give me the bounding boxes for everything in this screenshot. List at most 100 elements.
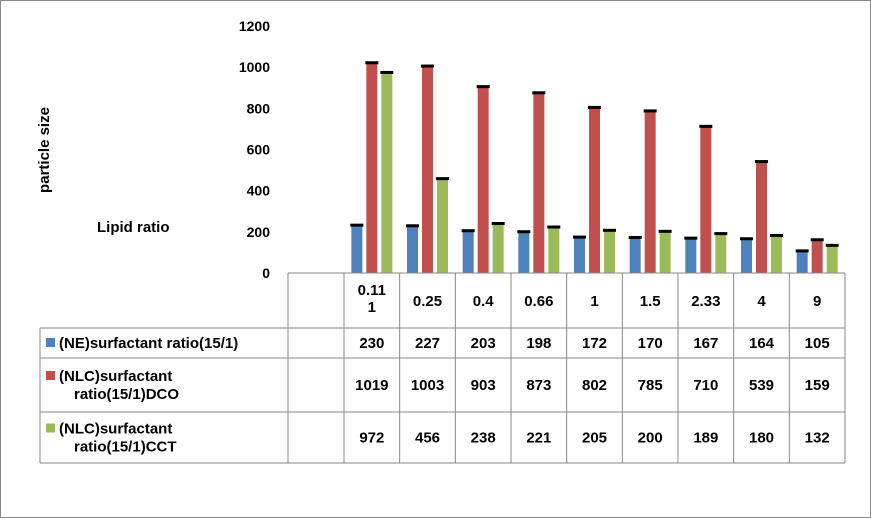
- y-axis-title: particle size: [36, 107, 53, 193]
- error-bar: [684, 236, 698, 240]
- bar: [826, 245, 838, 273]
- category-label: 0.25: [413, 293, 442, 310]
- data-cell: 539: [749, 377, 774, 394]
- y-tick-label: 1000: [239, 59, 270, 75]
- data-cell: 710: [693, 377, 718, 394]
- error-bar: [740, 237, 753, 241]
- category-label: 0.66: [524, 293, 553, 310]
- error-bar: [770, 233, 783, 237]
- error-bar: [476, 85, 490, 89]
- data-cell: 170: [638, 335, 663, 352]
- bar: [756, 162, 767, 273]
- data-cell: 230: [359, 335, 384, 352]
- bar: [366, 63, 378, 274]
- bar: [604, 230, 615, 273]
- category-label: 4: [757, 293, 766, 310]
- data-cell: 238: [471, 430, 496, 447]
- data-cell: 198: [526, 335, 551, 352]
- data-cell: 456: [415, 430, 440, 447]
- category-label: 1: [590, 293, 598, 310]
- data-cell: 205: [582, 430, 607, 447]
- bar: [574, 237, 585, 273]
- data-cell: 802: [582, 377, 607, 394]
- data-cell: 221: [526, 430, 551, 447]
- category-label: 0.11: [358, 282, 386, 299]
- bar: [462, 231, 474, 273]
- error-bar: [365, 61, 379, 65]
- bar: [518, 232, 530, 273]
- bar: [659, 231, 671, 273]
- legend-label: (NE)surfactant ratio(15/1): [59, 335, 238, 352]
- y-tick-label: 400: [247, 183, 271, 199]
- data-cell: 972: [359, 430, 384, 447]
- category-label: 1: [368, 299, 376, 316]
- data-cell: 203: [471, 335, 496, 352]
- bar: [381, 72, 393, 274]
- error-bar: [699, 124, 713, 128]
- data-cell: 785: [638, 377, 663, 394]
- bar: [492, 224, 504, 273]
- bar: [700, 126, 712, 273]
- legend-swatch: [46, 423, 55, 433]
- bar: [437, 179, 448, 273]
- legend-label: ratio(15/1)DCO: [74, 386, 179, 403]
- y-tick-label: 0: [262, 265, 270, 281]
- error-bar: [810, 238, 824, 242]
- error-bar: [380, 70, 394, 74]
- data-table: 0.111 0.25 0.4 0.66 1 1.5 2.33 4 9(NE)surfactant…: [39, 272, 846, 464]
- bar: [351, 225, 363, 273]
- legend-label: (NLC)surfactant: [59, 368, 172, 385]
- data-cell: 200: [638, 430, 663, 447]
- data-cell: 903: [471, 377, 496, 394]
- data-cell: 227: [415, 335, 440, 352]
- bar: [548, 227, 560, 273]
- category-label: 2.33: [691, 293, 720, 310]
- data-cell: 164: [749, 335, 775, 352]
- error-bar: [755, 160, 768, 164]
- error-bar: [436, 177, 449, 181]
- data-cell: 105: [805, 335, 830, 352]
- bar: [644, 111, 656, 273]
- y-tick-label: 1200: [239, 18, 270, 34]
- error-bar: [532, 91, 546, 95]
- data-cell: 1003: [411, 377, 444, 394]
- data-cell: 1019: [355, 377, 388, 394]
- error-bar: [573, 235, 586, 239]
- legend-label: ratio(15/1)CCT: [74, 439, 177, 456]
- data-cell: 189: [693, 430, 718, 447]
- x-axis-title: Lipid ratio: [97, 219, 170, 236]
- bar: [629, 238, 641, 273]
- data-cell: 180: [749, 430, 774, 447]
- y-tick-label: 800: [247, 100, 271, 116]
- data-cell: 167: [693, 335, 718, 352]
- category-label: 0.4: [473, 293, 495, 310]
- bar: [741, 239, 752, 273]
- legend-swatch: [46, 371, 55, 380]
- data-cell: 132: [805, 430, 830, 447]
- y-axis: 0 200 400 600 800 1000 1200: [239, 18, 270, 281]
- legend-swatch: [46, 338, 55, 347]
- error-bar: [714, 232, 728, 236]
- error-bar: [628, 236, 642, 240]
- error-bar: [547, 225, 561, 229]
- error-bar: [588, 105, 601, 109]
- error-bar: [491, 222, 505, 226]
- category-label: 1.5: [640, 293, 661, 310]
- bar: [685, 238, 697, 273]
- data-cell: 159: [805, 377, 830, 394]
- y-tick-label: 600: [247, 142, 271, 158]
- error-bar: [421, 64, 434, 68]
- error-bar: [643, 109, 657, 113]
- bar: [533, 93, 545, 274]
- error-bar: [461, 229, 475, 233]
- category-label: 9: [813, 293, 821, 310]
- legend-label: (NLC)surfactant: [59, 421, 172, 438]
- bar: [811, 240, 823, 273]
- bar: [771, 235, 782, 273]
- error-bar: [825, 243, 839, 247]
- error-bar: [795, 249, 809, 253]
- bars: [350, 61, 839, 274]
- y-tick-label: 200: [247, 224, 271, 240]
- bar: [796, 251, 808, 273]
